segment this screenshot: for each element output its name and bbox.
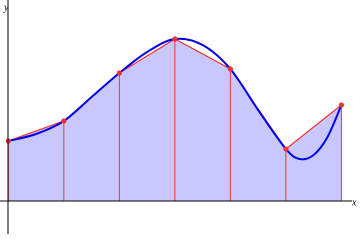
point [172,36,178,42]
point [283,146,289,152]
point [338,102,344,108]
x-axis-label: x [351,197,357,208]
point [227,66,233,72]
y-axis-label: y [3,2,9,13]
point [61,118,67,124]
curve [8,37,343,161]
point [116,70,122,76]
plot [5,36,344,201]
chart: x y [0,0,357,234]
